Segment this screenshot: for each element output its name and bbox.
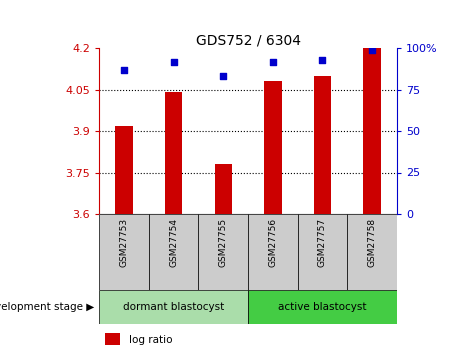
Point: [220, 74, 227, 79]
Bar: [99, 290, 248, 324]
Bar: [165, 92, 182, 214]
Title: GDS752 / 6304: GDS752 / 6304: [196, 33, 300, 47]
Text: GSM27753: GSM27753: [120, 218, 129, 267]
Bar: [264, 81, 281, 214]
Text: GSM27755: GSM27755: [219, 218, 228, 267]
Text: active blastocyst: active blastocyst: [278, 302, 367, 312]
Bar: [99, 214, 149, 290]
Bar: [149, 214, 198, 290]
Bar: [314, 76, 331, 214]
Bar: [248, 214, 298, 290]
Bar: [298, 214, 347, 290]
Point: [319, 57, 326, 63]
Text: development stage ▶: development stage ▶: [0, 302, 95, 312]
Bar: [105, 333, 120, 345]
Bar: [215, 164, 232, 214]
Text: GSM27756: GSM27756: [268, 218, 277, 267]
Text: GSM27757: GSM27757: [318, 218, 327, 267]
Point: [269, 59, 276, 64]
Bar: [347, 214, 397, 290]
Point: [120, 67, 128, 72]
Point: [170, 59, 177, 64]
Bar: [115, 126, 133, 214]
Text: GSM27758: GSM27758: [368, 218, 377, 267]
Point: [368, 47, 376, 53]
Bar: [248, 290, 397, 324]
Text: GSM27754: GSM27754: [169, 218, 178, 267]
Bar: [198, 214, 248, 290]
Bar: [364, 48, 381, 214]
Text: dormant blastocyst: dormant blastocyst: [123, 302, 224, 312]
Text: log ratio: log ratio: [129, 335, 172, 345]
